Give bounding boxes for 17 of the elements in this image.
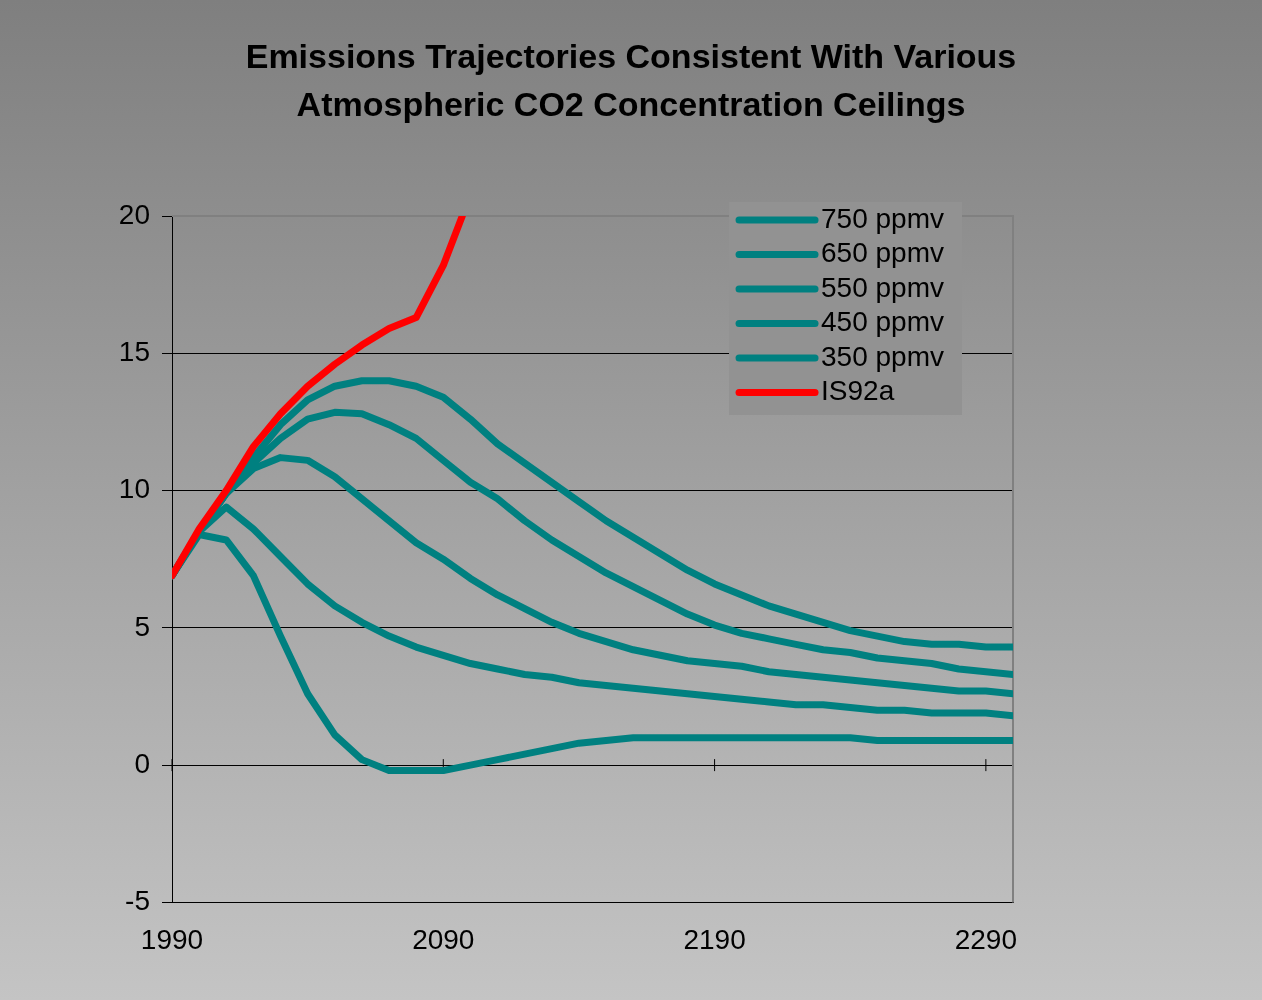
x-tick-label: 2190 — [683, 923, 746, 955]
legend-label: 550 ppmv — [821, 271, 944, 303]
x-tick-label: 1990 — [140, 923, 204, 955]
legend-label: IS92a — [821, 375, 895, 407]
y-tick-label: 0 — [134, 747, 150, 779]
chart-title: Emissions Trajectories Consistent With Various Atmospheric CO2 Concentration Ceilings — [244, 36, 1018, 125]
y-tick-label: 5 — [134, 610, 150, 642]
y-tick-label: -5 — [125, 885, 150, 917]
legend-label: 650 ppmv — [821, 237, 944, 269]
legend-label: 750 ppmv — [821, 202, 944, 234]
y-tick-label: 20 — [118, 198, 150, 230]
y-tick-label: 10 — [118, 473, 150, 505]
x-tick-label: 2290 — [954, 923, 1018, 955]
legend-label: 450 ppmv — [821, 306, 944, 338]
legend-label: 350 ppmv — [821, 340, 944, 372]
x-tick-label: 2090 — [412, 923, 475, 955]
y-tick-label: 15 — [118, 336, 150, 367]
